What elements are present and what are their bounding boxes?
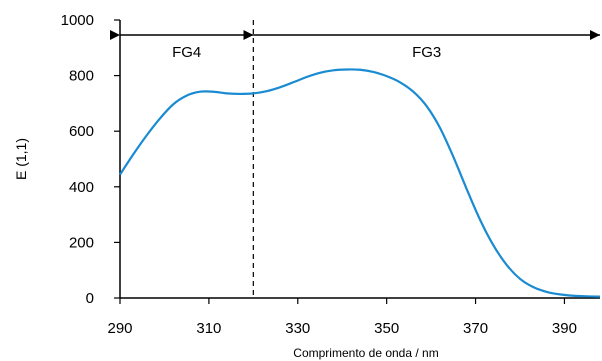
- data-point: [412, 91, 414, 93]
- y-tick-label: 600: [69, 123, 94, 140]
- x-tick-label: 310: [196, 320, 221, 337]
- data-point: [452, 156, 454, 158]
- data-point: [546, 291, 548, 293]
- data-point: [599, 296, 601, 298]
- data-point: [239, 93, 241, 95]
- data-point: [199, 91, 201, 93]
- y-axis-title: E (1,1): [13, 138, 29, 180]
- data-point: [372, 71, 374, 73]
- data-point: [466, 188, 468, 190]
- x-tick-label: 330: [285, 320, 310, 337]
- data-point: [386, 75, 388, 77]
- data-point: [319, 72, 321, 74]
- data-point: [119, 173, 121, 175]
- data-point: [266, 90, 268, 92]
- x-tick-label: 370: [463, 320, 488, 337]
- data-point: [479, 219, 481, 221]
- data-point: [426, 105, 428, 107]
- series-group: [119, 68, 601, 298]
- data-point: [506, 264, 508, 266]
- data-point: [346, 68, 348, 70]
- data-point: [439, 127, 441, 129]
- data-point: [559, 293, 561, 295]
- data-point: [572, 295, 574, 297]
- x-axis-title: Comprimento de onda / nm: [293, 346, 438, 360]
- data-point: [172, 103, 174, 105]
- series-line: [119, 68, 601, 298]
- axes: 0 200 400 600 800 1000 290 310 330 350 370 390: [61, 12, 600, 337]
- data-point: [132, 153, 134, 155]
- data-point: [306, 76, 308, 78]
- region-annotations: FG4 FG3: [110, 20, 600, 298]
- data-point: [399, 81, 401, 83]
- data-point: [519, 278, 521, 280]
- data-point: [226, 92, 228, 94]
- data-point: [212, 91, 214, 93]
- data-point: [159, 117, 161, 119]
- x-tick-label: 390: [552, 320, 577, 337]
- data-point: [186, 95, 188, 97]
- x-tick-label: 290: [107, 320, 132, 337]
- region-label-fg4: FG4: [172, 44, 201, 61]
- data-point: [292, 81, 294, 83]
- x-tick-label: 350: [374, 320, 399, 337]
- data-point: [332, 69, 334, 71]
- y-tick-label: 400: [69, 179, 94, 196]
- y-tick-label: 800: [69, 68, 94, 85]
- y-tick-label: 0: [86, 290, 94, 307]
- data-point: [532, 286, 534, 288]
- data-point: [252, 92, 254, 94]
- data-point: [279, 86, 281, 88]
- data-point: [359, 69, 361, 71]
- y-tick-label: 200: [69, 234, 94, 251]
- data-point: [492, 244, 494, 246]
- y-tick-label: 1000: [61, 12, 94, 29]
- data-point: [586, 295, 588, 297]
- region-label-fg3: FG3: [412, 44, 441, 61]
- data-point: [146, 134, 148, 136]
